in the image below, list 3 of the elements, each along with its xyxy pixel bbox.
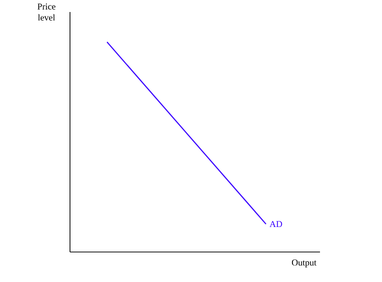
series-label: AD: [270, 221, 282, 228]
y-axis-title: Price level: [38, 4, 56, 21]
x-axis-title: Output: [292, 260, 316, 268]
